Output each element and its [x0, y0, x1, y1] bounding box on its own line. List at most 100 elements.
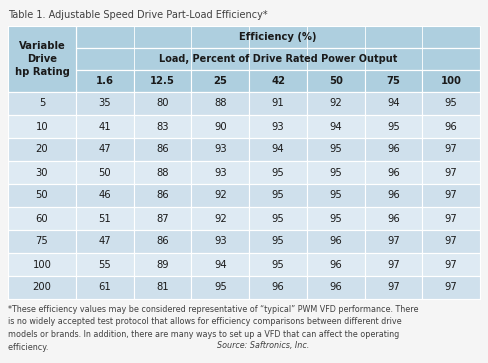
Text: 97: 97 [445, 282, 458, 293]
Text: 42: 42 [271, 76, 285, 86]
Text: 12.5: 12.5 [150, 76, 175, 86]
Text: 20: 20 [36, 144, 48, 155]
Text: *These efficiency values may be considered representative of “typical” PWM VFD p: *These efficiency values may be consider… [8, 305, 419, 351]
Text: 95: 95 [329, 191, 342, 200]
Bar [76, 70, 134, 92]
Bar [76, 184, 134, 207]
Text: 89: 89 [156, 260, 169, 269]
Text: 86: 86 [156, 144, 169, 155]
Text: Variable
Drive
hp Rating: Variable Drive hp Rating [15, 41, 69, 77]
Text: 95: 95 [329, 167, 342, 178]
Text: 75: 75 [386, 76, 400, 86]
Bar [191, 115, 249, 138]
Bar [191, 161, 249, 184]
Bar [422, 115, 480, 138]
Text: 97: 97 [387, 260, 400, 269]
Bar [8, 207, 76, 230]
Bar [134, 115, 191, 138]
Bar [191, 92, 249, 115]
Bar [365, 276, 422, 299]
Text: 92: 92 [214, 191, 226, 200]
Bar [134, 253, 191, 276]
Bar [307, 138, 365, 161]
Bar [8, 92, 76, 115]
Text: 95: 95 [387, 122, 400, 131]
Bar [191, 184, 249, 207]
Bar [422, 161, 480, 184]
Text: 30: 30 [36, 167, 48, 178]
Text: 96: 96 [445, 122, 458, 131]
Text: 86: 86 [156, 191, 169, 200]
Text: 93: 93 [272, 122, 285, 131]
Bar [134, 161, 191, 184]
Bar [365, 184, 422, 207]
Bar [134, 138, 191, 161]
Text: 95: 95 [445, 98, 458, 109]
Text: 97: 97 [387, 282, 400, 293]
Text: 87: 87 [156, 213, 169, 224]
Text: 86: 86 [156, 237, 169, 246]
Bar [134, 276, 191, 299]
Bar [307, 276, 365, 299]
Text: 95: 95 [214, 282, 226, 293]
Text: 96: 96 [387, 167, 400, 178]
Bar [365, 207, 422, 230]
Text: 60: 60 [36, 213, 48, 224]
Text: 83: 83 [156, 122, 169, 131]
Text: 100: 100 [33, 260, 51, 269]
Bar [8, 253, 76, 276]
Text: 50: 50 [99, 167, 111, 178]
Text: 97: 97 [445, 213, 458, 224]
Bar [8, 276, 76, 299]
Text: 10: 10 [36, 122, 48, 131]
Text: 81: 81 [156, 282, 169, 293]
Text: 94: 94 [329, 122, 342, 131]
Bar [76, 253, 134, 276]
Text: Efficiency (%): Efficiency (%) [239, 32, 317, 42]
Bar [307, 207, 365, 230]
Text: 92: 92 [214, 213, 226, 224]
Text: 97: 97 [445, 191, 458, 200]
Text: 96: 96 [272, 282, 285, 293]
Text: 95: 95 [272, 167, 285, 178]
Bar [249, 92, 307, 115]
Text: 47: 47 [99, 237, 111, 246]
Text: 61: 61 [99, 282, 111, 293]
Text: 200: 200 [33, 282, 51, 293]
Bar [365, 253, 422, 276]
Bar [76, 92, 134, 115]
Text: 55: 55 [99, 260, 111, 269]
Bar [8, 26, 76, 92]
Bar [307, 92, 365, 115]
Bar [249, 184, 307, 207]
Text: 25: 25 [213, 76, 227, 86]
Bar [422, 184, 480, 207]
Bar [365, 70, 422, 92]
Bar [365, 92, 422, 115]
Bar [365, 115, 422, 138]
Text: 93: 93 [214, 237, 226, 246]
Bar [249, 207, 307, 230]
Text: 94: 94 [214, 260, 226, 269]
Text: 1.6: 1.6 [96, 76, 114, 86]
Bar [249, 230, 307, 253]
Text: 88: 88 [214, 98, 226, 109]
Text: 96: 96 [329, 260, 342, 269]
Bar [134, 207, 191, 230]
Bar [76, 230, 134, 253]
Text: 95: 95 [329, 144, 342, 155]
Bar [8, 230, 76, 253]
Bar [134, 230, 191, 253]
Bar [249, 253, 307, 276]
Bar [191, 230, 249, 253]
Bar [422, 230, 480, 253]
Bar [76, 276, 134, 299]
Text: 92: 92 [329, 98, 342, 109]
Text: 50: 50 [36, 191, 48, 200]
Bar [422, 92, 480, 115]
Text: 90: 90 [214, 122, 226, 131]
Bar [191, 138, 249, 161]
Bar [8, 138, 76, 161]
Text: 97: 97 [445, 144, 458, 155]
Text: 80: 80 [156, 98, 169, 109]
